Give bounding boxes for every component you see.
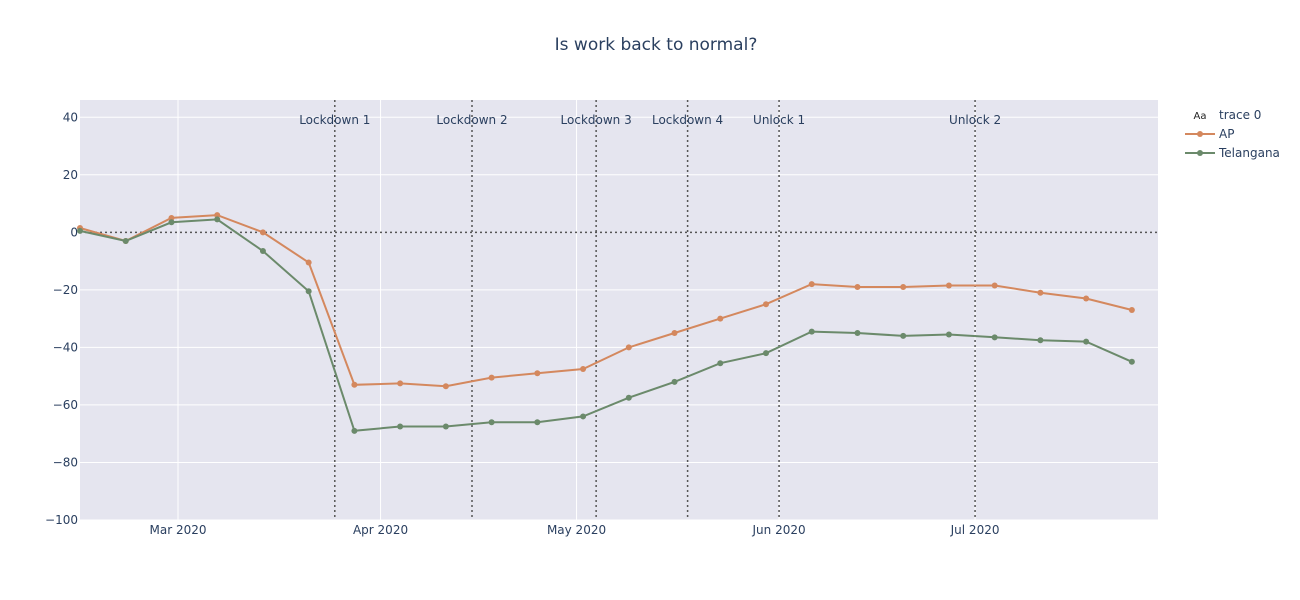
data-point-telangana [580,413,587,420]
chart-title: Is work back to normal? [555,35,758,55]
series-line-ap [79,214,1133,388]
data-point-telangana [77,227,83,234]
y-tick-label: −20 [53,283,78,297]
data-point-telangana [351,427,358,434]
x-tick-label: Mar 2020 [150,523,207,537]
data-point-ap [808,281,815,288]
y-tick-label: −80 [53,455,78,469]
text-trace-icon: Aa [1194,111,1207,122]
data-point-ap [534,370,541,377]
y-tick-label: −60 [53,398,78,412]
plot-area [80,100,1158,520]
data-point-telangana [671,378,678,385]
data-point-ap [168,214,175,221]
data-point-ap [625,344,632,351]
legend-label: Telangana [1218,146,1280,160]
phase-marker-label: Lockdown 1 [299,113,370,127]
data-point-ap [900,283,907,290]
data-point-ap [763,301,769,308]
data-point-ap [991,282,998,289]
phase-marker-label: Lockdown 3 [561,113,632,127]
phase-marker-label: Lockdown 2 [436,113,507,127]
data-point-telangana [397,423,404,430]
x-tick-label: Jul 2020 [950,523,1000,537]
phase-marker-label: Lockdown 4 [652,113,723,127]
data-point-telangana [122,237,129,244]
data-point-ap [580,365,587,372]
data-point-telangana [763,350,769,357]
data-point-ap [442,383,449,390]
data-point-telangana [1128,358,1135,365]
data-point-ap [671,330,678,337]
data-point-telangana [259,248,266,255]
data-point-ap [1037,289,1044,296]
data-point-telangana [488,419,495,426]
data-point-telangana [717,360,724,367]
annotations: Lockdown 1 Lockdown 2 Lockdown 3 Lockdown 4… [80,100,1158,520]
data-point-telangana [534,419,541,426]
y-tick-label: 20 [63,168,78,182]
x-tick-label: Apr 2020 [353,523,408,537]
data-point-telangana [945,331,952,338]
data-point-telangana [1083,338,1090,345]
y-tick-label: 0 [70,225,78,239]
data-point-ap [1083,295,1090,302]
x-axis: Mar 2020 Apr 2020 May 2020 Jun 2020 Jul 2020 [150,523,1000,537]
legend-marker-icon [1197,131,1203,137]
phase-marker-label: Unlock 1 [753,113,805,127]
data-point-telangana [168,219,175,226]
data-point-ap [1128,307,1135,313]
data-point-telangana [854,330,861,337]
x-tick-label: Jun 2020 [752,523,806,537]
data-point-telangana [808,328,815,335]
legend-label: trace 0 [1219,108,1261,122]
legend-marker-icon [1197,150,1203,156]
y-tick-label: 40 [63,110,78,124]
data-point-telangana [991,334,998,341]
y-axis: 40 20 0 −20 −40 −60 −80 −100 [45,110,78,527]
data-point-telangana [305,288,312,295]
data-point-ap [305,259,312,266]
legend-item[interactable]: Telangana [1185,146,1280,160]
data-point-ap [488,374,495,381]
data-point-telangana [900,332,907,339]
legend[interactable]: Aa trace 0 AP Telangana [1185,108,1280,160]
x-tick-label: May 2020 [547,523,606,537]
phase-marker-label: Unlock 2 [949,113,1001,127]
data-point-telangana [442,423,449,430]
data-point-ap [397,380,404,387]
y-tick-label: −40 [53,340,78,354]
data-point-ap [259,229,266,236]
data-point-ap [214,212,221,219]
series-line-telangana [79,218,1133,432]
series-group [77,212,1135,434]
legend-item[interactable]: AP [1185,127,1234,141]
legend-item[interactable]: Aa trace 0 [1194,108,1262,122]
legend-label: AP [1219,127,1234,141]
data-point-ap [351,381,358,388]
data-point-telangana [1037,337,1044,344]
data-point-telangana [214,216,221,223]
data-point-ap [854,283,861,290]
data-point-telangana [625,394,632,401]
data-point-ap [717,315,724,322]
y-tick-label: −100 [45,513,78,527]
data-point-ap [945,282,952,289]
